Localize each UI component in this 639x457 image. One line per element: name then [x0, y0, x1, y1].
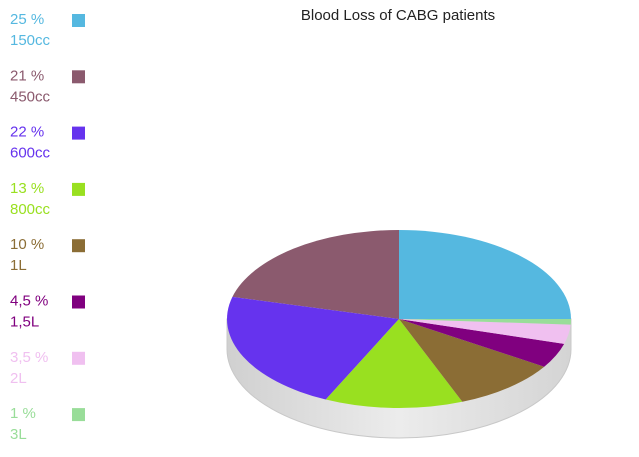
- legend-swatch: [72, 126, 85, 140]
- legend-value-label: 10 %: [10, 236, 44, 253]
- legend-value-label: 4,5 %: [10, 292, 48, 309]
- legend-label: 3L: [10, 426, 27, 443]
- legend-value-label: 13 %: [10, 180, 44, 197]
- legend-value-label: 3,5 %: [10, 349, 48, 366]
- pie-slice: [227, 296, 399, 400]
- legend-swatch: [72, 408, 85, 422]
- pie-slice: [399, 319, 565, 367]
- legend-value-label: 22 %: [10, 124, 44, 141]
- legend-swatch: [72, 14, 85, 27]
- legend-swatch: [72, 295, 85, 309]
- pie-slice: [325, 319, 463, 409]
- pie-slice: [399, 319, 571, 325]
- legend-label: 450cc: [10, 88, 51, 105]
- pie-slice: [232, 230, 399, 319]
- pie-slice: [399, 319, 545, 402]
- legend-swatch: [72, 351, 85, 365]
- legend-label: 150cc: [10, 32, 51, 49]
- legend-swatch: [72, 70, 85, 84]
- legend-value-label: 25 %: [10, 11, 44, 28]
- legend-label: 800cc: [10, 201, 51, 218]
- pie-slice: [399, 319, 571, 344]
- pie-slice: [399, 230, 571, 319]
- legend-label: 1L: [10, 257, 27, 274]
- legend-swatch: [72, 182, 85, 196]
- legend-value-label: 21 %: [10, 67, 44, 84]
- legend-label: 1,5L: [10, 313, 39, 330]
- legend-label: 2L: [10, 370, 27, 387]
- legend-value-label: 1 %: [10, 405, 36, 422]
- chart-title: Blood Loss of CABG patients: [301, 7, 495, 24]
- legend-swatch: [72, 239, 85, 253]
- legend-label: 600cc: [10, 145, 51, 162]
